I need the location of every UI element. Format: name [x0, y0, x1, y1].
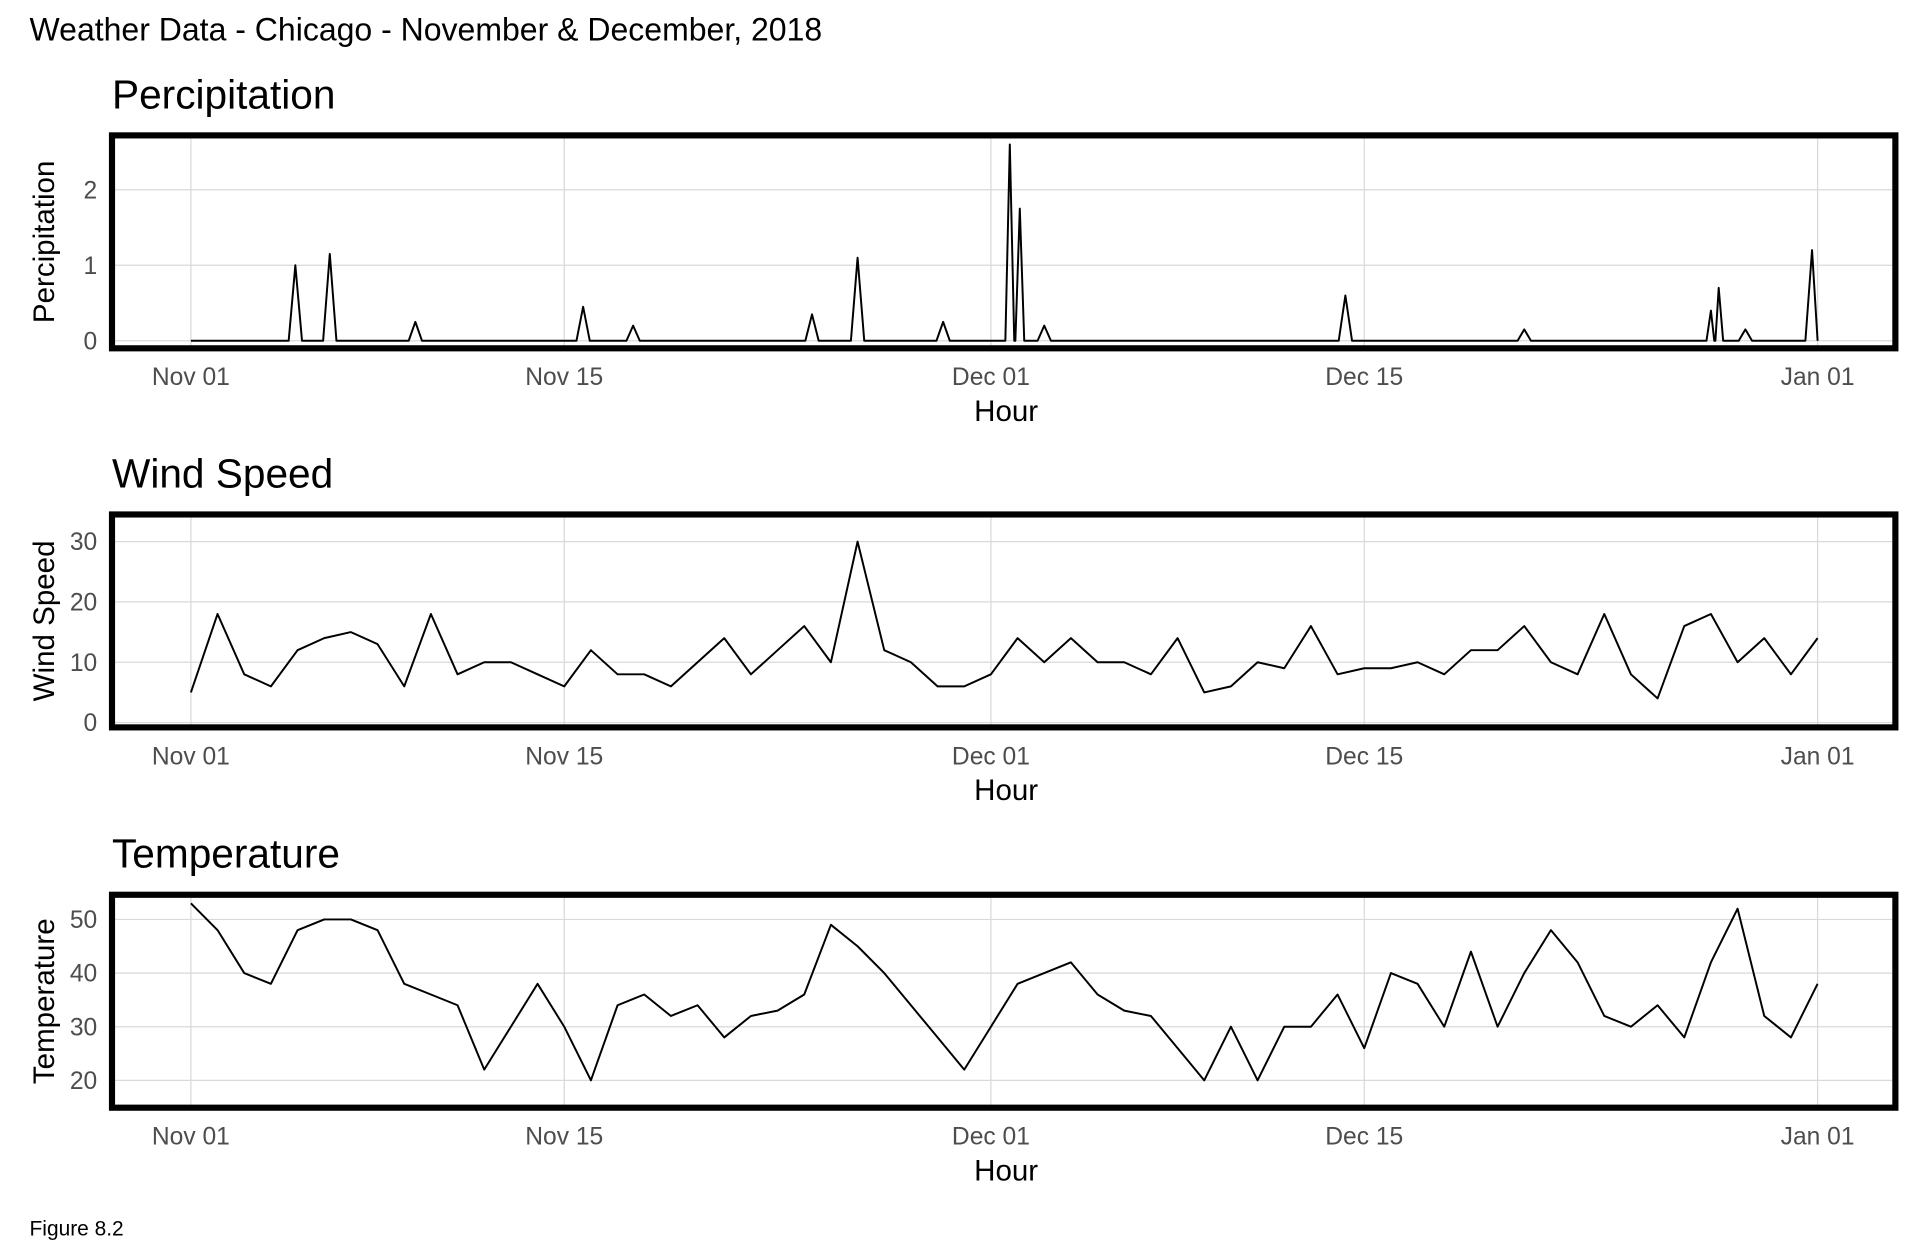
caption: Figure 8.2: [30, 1218, 124, 1241]
x-tick-label: Nov 01: [152, 364, 230, 391]
y-tick-label: 30: [70, 529, 97, 556]
panel-border: [108, 891, 1899, 1111]
y-axis-label: Wind Speed: [28, 541, 61, 702]
y-tick-label: 0: [84, 328, 98, 355]
y-tick-label: 2: [84, 177, 98, 204]
panel-title: Wind Speed: [112, 450, 333, 496]
x-tick-label: Nov 15: [525, 743, 603, 770]
data-line: [190, 143, 1819, 342]
figure-title: Weather Data - Chicago - November & Dece…: [30, 12, 823, 48]
panel-border: [108, 132, 1899, 352]
x-tick-label: Dec 01: [952, 743, 1030, 770]
x-tick-label: Nov 01: [152, 743, 230, 770]
x-axis-label: Hour: [974, 774, 1038, 807]
data-line: [190, 902, 1819, 1082]
x-tick-label: Dec 01: [952, 364, 1030, 391]
y-tick-label: 20: [70, 1068, 97, 1095]
x-tick-label: Dec 15: [1325, 743, 1403, 770]
x-tick-label: Nov 15: [525, 364, 603, 391]
y-axis-label: Temperature: [28, 918, 61, 1084]
x-tick-label: Jan 01: [1781, 364, 1855, 391]
y-tick-label: 1: [84, 253, 98, 280]
x-axis-label: Hour: [974, 1154, 1038, 1187]
data-line: [189, 540, 1819, 700]
x-tick-label: Nov 01: [152, 1124, 230, 1151]
x-tick-label: Jan 01: [1781, 1124, 1855, 1151]
y-tick-label: 20: [70, 590, 97, 617]
x-tick-label: Dec 15: [1325, 364, 1403, 391]
y-axis-label: Percipitation: [28, 161, 61, 323]
y-tick-label: 30: [70, 1014, 97, 1041]
y-tick-label: 10: [70, 650, 97, 677]
x-axis-label: Hour: [974, 395, 1038, 428]
x-tick-label: Dec 15: [1325, 1124, 1403, 1151]
panel-title: Temperature: [112, 831, 340, 877]
y-tick-label: 40: [70, 961, 97, 988]
panel-title: Percipitation: [112, 71, 335, 117]
x-tick-label: Jan 01: [1781, 743, 1855, 770]
x-tick-label: Dec 01: [952, 1124, 1030, 1151]
y-tick-label: 0: [84, 710, 98, 737]
x-tick-label: Nov 15: [525, 1124, 603, 1151]
y-tick-label: 50: [70, 907, 97, 934]
panel-border: [108, 511, 1899, 731]
